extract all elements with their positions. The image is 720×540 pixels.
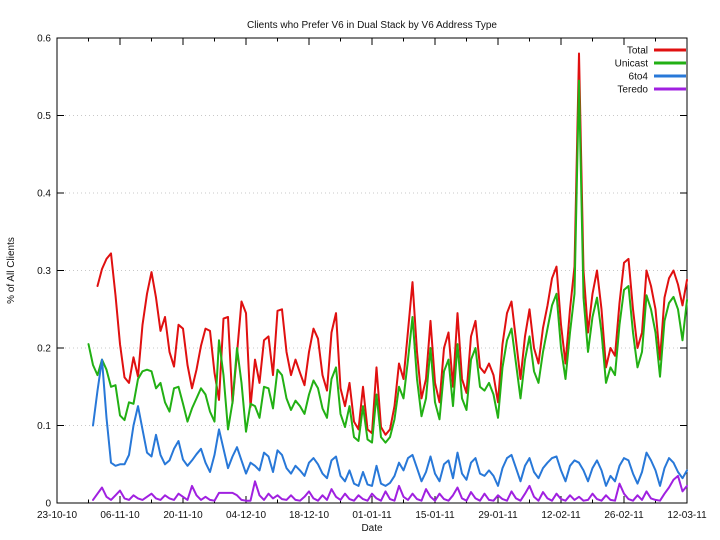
series-line-total (96, 52, 688, 436)
series-line-unicast (87, 79, 688, 444)
x-tick-label: 06-11-10 (100, 510, 140, 521)
legend-label-teredo: Teredo (617, 85, 648, 96)
x-axis-label: Date (361, 523, 383, 534)
y-tick-label: 0.6 (37, 34, 51, 45)
y-axis-label: % of All Clients (6, 237, 17, 304)
y-tick-label: 0.2 (37, 344, 51, 355)
series-line-6to4 (92, 358, 688, 487)
x-tick-label: 12-03-11 (667, 510, 707, 521)
legend-label-total: Total (627, 46, 648, 57)
x-tick-label: 29-01-11 (478, 510, 518, 521)
y-tick-label: 0.4 (37, 189, 51, 200)
y-tick-label: 0.5 (37, 111, 51, 122)
y-tick-label: 0 (45, 499, 51, 510)
x-tick-label: 20-11-10 (163, 510, 203, 521)
y-tick-label: 0.1 (37, 421, 51, 432)
x-tick-label: 18-12-10 (289, 510, 329, 521)
legend-label-unicast: Unicast (615, 59, 649, 70)
series-line-teredo (92, 474, 688, 502)
x-tick-label: 12-02-11 (541, 510, 581, 521)
x-tick-label: 01-01-11 (352, 510, 392, 521)
legend-label-6to4: 6to4 (629, 72, 649, 83)
chart-title: Clients who Prefer V6 in Dual Stack by V… (247, 20, 497, 31)
x-tick-label: 04-12-10 (226, 510, 266, 521)
x-tick-label: 26-02-11 (604, 510, 644, 521)
x-tick-label: 15-01-11 (415, 510, 455, 521)
y-tick-label: 0.3 (37, 266, 51, 277)
x-tick-label: 23-10-10 (37, 510, 77, 521)
